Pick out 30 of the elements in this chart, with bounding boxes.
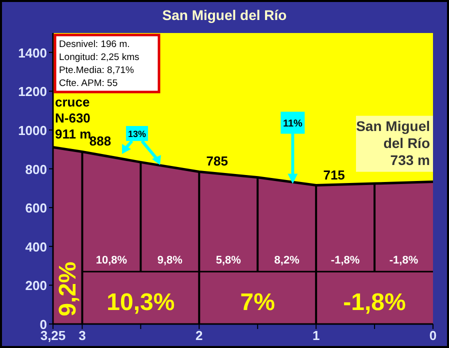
- annotation: -1,8%: [389, 254, 418, 267]
- annotation: cruce N-630 911 m: [55, 94, 92, 142]
- annotation: 7%: [240, 289, 275, 316]
- y-tick-label: 600: [25, 200, 47, 216]
- annotation: 9,2%: [54, 262, 82, 316]
- annotation: 10,8%: [96, 254, 128, 267]
- y-tick-label: 400: [25, 239, 47, 254]
- x-tick-label: 2: [196, 328, 203, 343]
- annotation: -1,8%: [330, 254, 360, 267]
- annotation: 888: [89, 134, 112, 149]
- x-tick-label: 1: [312, 328, 320, 343]
- y-tick-label: 800: [25, 162, 47, 177]
- chart-title: San Miguel del Río: [162, 7, 287, 23]
- annotation: 10,3%: [106, 289, 175, 316]
- annotation: 785: [206, 154, 228, 169]
- annotation: 715: [323, 167, 345, 182]
- x-tick-label: 3: [78, 328, 86, 343]
- annotation: 13%: [128, 129, 146, 139]
- annotation: Desnivel: 196 m. Longitud: 2,25 kms Pte.Media: 8,71% Cfte. APM: 55: [59, 39, 140, 89]
- y-tick-label: 1400: [18, 45, 47, 60]
- annotation: -1,8%: [343, 289, 406, 316]
- annotation: San Miguel del Río 733 m: [356, 118, 430, 168]
- y-tick-label: 1200: [18, 84, 47, 100]
- y-tick-label: 1000: [18, 123, 47, 138]
- annotation: 11%: [282, 118, 303, 130]
- x-tick-label: 0: [429, 328, 437, 343]
- annotation: 5,8%: [216, 254, 242, 267]
- annotation: 8,2%: [274, 254, 300, 267]
- annotation: 9,8%: [157, 254, 183, 267]
- y-tick-label: 200: [25, 278, 47, 294]
